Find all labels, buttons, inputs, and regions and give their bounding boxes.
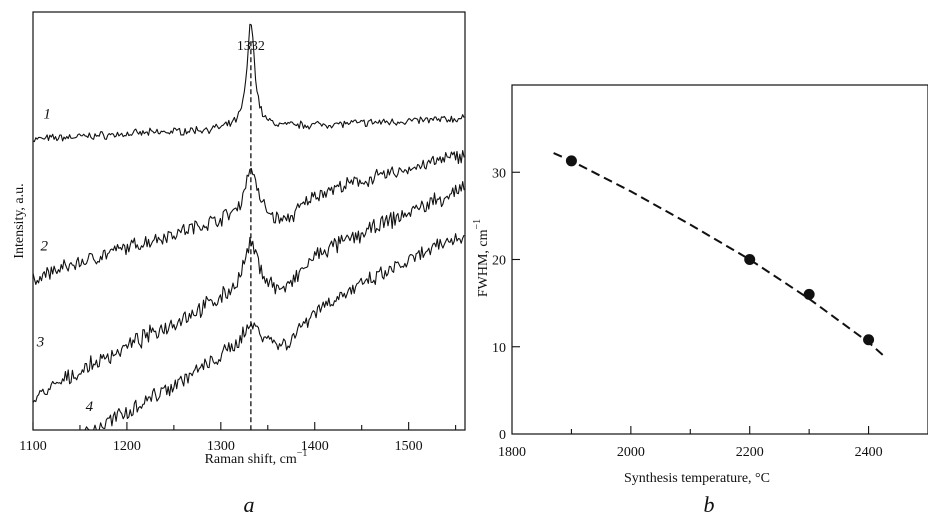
panel-a-frame [32,11,466,431]
panel-b-y-axis-label-text: FWHM, cm [476,229,491,297]
x-tick-label: 1800 [498,445,526,460]
panel-a-x-tick-labels: 1100 1200 1300 1400 1500 [19,439,422,454]
panel-b-y-tick-labels: 0 10 20 30 [492,166,506,443]
panel-b: 1800 2000 2200 2400 0 10 20 30 FWHM, cm−1 Synt… [472,84,928,517]
data-point [744,254,756,265]
data-point [565,155,577,167]
panel-b-x-axis-label: Synthesis temperature, °C [624,471,770,486]
panel-a-y-axis-label: Intensity, a.u. [12,183,27,258]
panel-b-frame [511,84,928,435]
panel-a-x-ticks [32,422,457,430]
trend-dashed-curve [553,152,888,359]
panel-b-y-axis-label: FWHM, cm−1 [472,219,491,297]
panel-a-x-axis-label-text: Raman shift, cm [205,452,297,467]
curve-label-2: 2 [41,238,49,254]
panel-a: 1100 1200 1300 1400 1500 1 2 3 4 1332 Intensity… [12,11,466,517]
panel-a-spectra: 1 2 3 4 [32,23,465,431]
x-tick-label: 2400 [855,445,883,460]
x-tick-label: 1100 [19,439,46,454]
x-tick-label: 1200 [113,439,141,454]
curve-label-4: 4 [86,399,94,415]
y-tick-label: 30 [492,166,506,181]
panel-a-letter: a [244,492,255,517]
spectrum-curve-1 [32,23,465,143]
spectrum-curve-2 [32,149,465,285]
x-tick-label: 2200 [736,445,764,460]
panel-b-y-axis-label-unit: −1 [472,219,483,230]
spectrum-curve-4 [33,233,465,431]
x-tick-label: 1500 [395,439,423,454]
curve-label-1: 1 [43,107,51,123]
data-point [863,334,875,346]
data-point [803,288,815,300]
panel-b-ticks [512,171,870,434]
panel-a-x-axis-label-unit: −1 [297,448,308,459]
peak-label: 1332 [237,39,265,54]
x-tick-label: 1400 [301,439,329,454]
panel-a-x-axis-label: Raman shift, cm−1 [205,448,308,467]
y-tick-label: 20 [492,254,506,269]
spectrum-curve-3 [32,181,465,403]
x-tick-label: 2000 [617,445,645,460]
panel-b-letter: b [704,492,715,517]
x-tick-label: 1300 [207,439,235,454]
panel-b-data-points [565,155,875,346]
panel-b-x-tick-labels: 1800 2000 2200 2400 [498,445,883,460]
y-tick-label: 10 [492,341,506,356]
curve-label-3: 3 [36,334,45,350]
y-tick-label: 0 [499,428,506,443]
